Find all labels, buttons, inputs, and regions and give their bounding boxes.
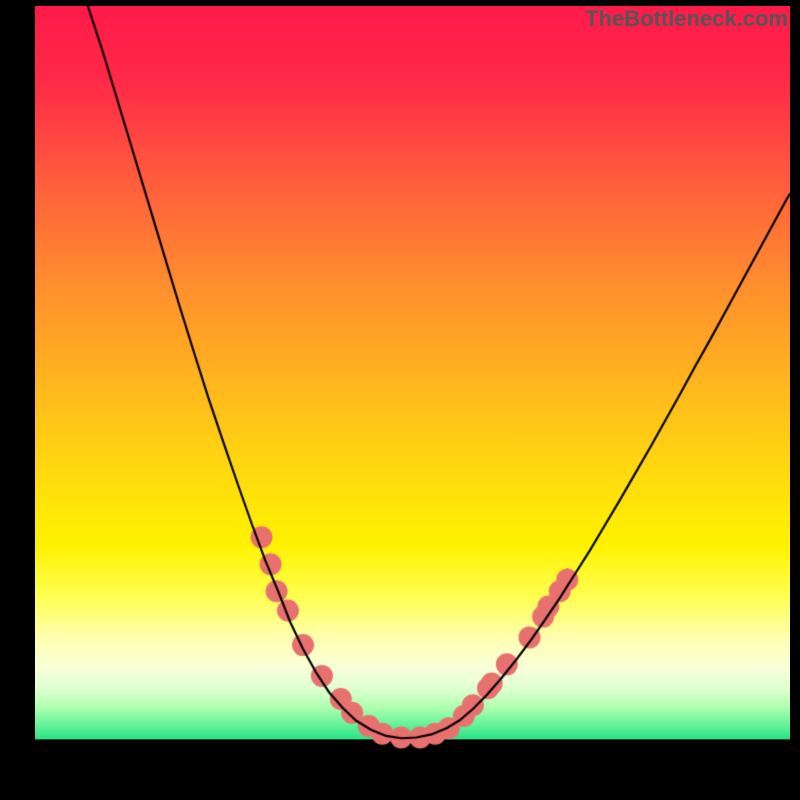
watermark-text: TheBottleneck.com [585,6,788,32]
bottleneck-curve-canvas [35,6,790,776]
chart-stage [35,6,790,776]
